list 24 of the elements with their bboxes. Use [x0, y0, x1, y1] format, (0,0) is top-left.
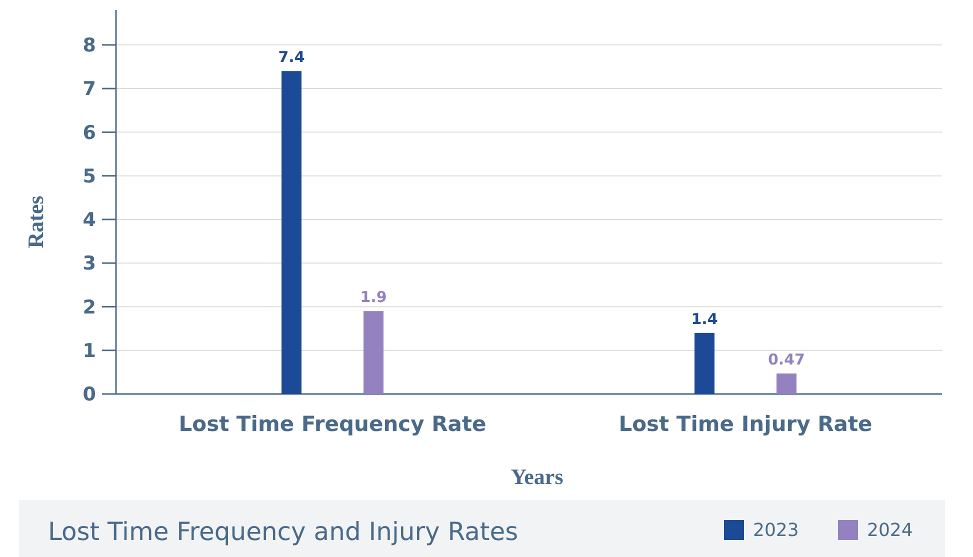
bar	[776, 373, 796, 394]
bar	[694, 332, 714, 394]
y-tick-label: 3	[82, 252, 96, 275]
data-label: 7.4	[278, 48, 305, 66]
legend-label: 2024	[867, 520, 913, 541]
y-tick-label: 1	[82, 340, 96, 362]
y-axis-title: Rates	[23, 195, 48, 248]
bar	[282, 71, 302, 394]
y-tick-label: 7	[82, 78, 96, 100]
y-tick-label: 6	[82, 122, 96, 144]
y-tick-label: 8	[82, 34, 96, 57]
y-tick-label: 5	[82, 165, 96, 188]
legend-label: 2023	[753, 520, 799, 541]
data-label: 1.4	[691, 310, 718, 328]
x-tick-label: Lost Time Injury Rate	[618, 412, 872, 436]
y-tick-label: 2	[82, 296, 96, 318]
x-axis-title: Years	[510, 464, 564, 489]
bar	[364, 311, 384, 394]
y-tick-label: 4	[82, 209, 96, 232]
data-label: 1.9	[360, 288, 387, 306]
x-tick-label: Lost Time Frequency Rate	[178, 412, 486, 436]
y-tick-label: 0	[82, 384, 96, 406]
data-label: 0.47	[768, 350, 806, 368]
text: Lost Time Frequency and Injury Rates	[48, 517, 518, 546]
